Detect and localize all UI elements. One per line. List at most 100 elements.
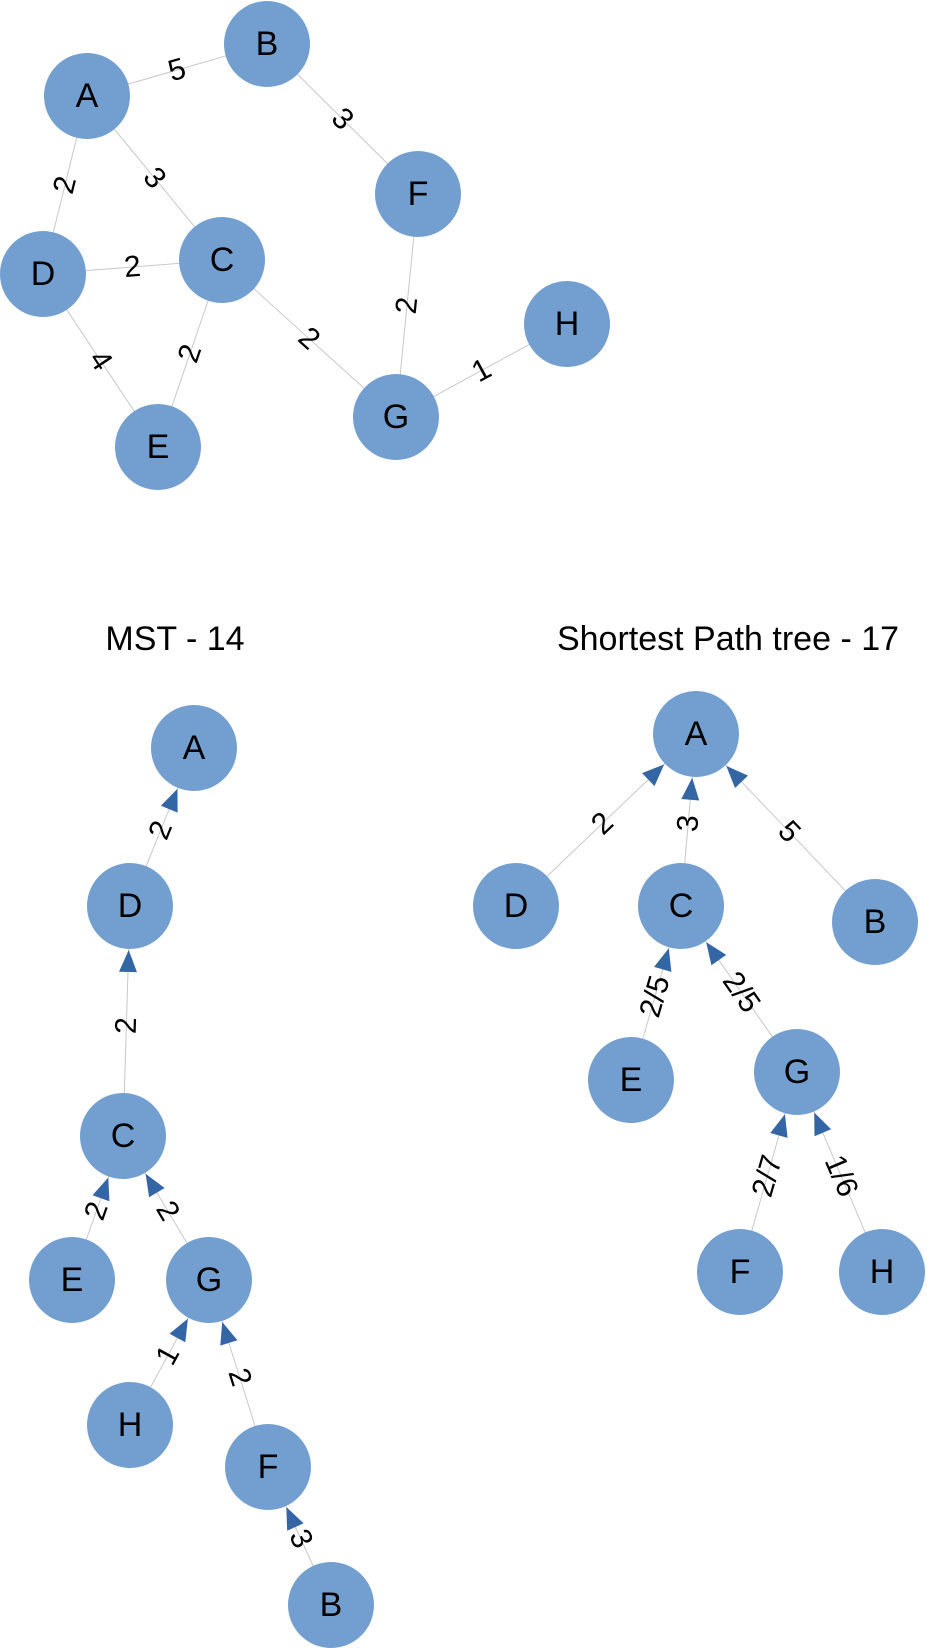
spt-edge-label: 3: [671, 814, 705, 834]
graph-node-circle: [179, 217, 265, 303]
mst-edge-label: 2: [78, 1198, 115, 1225]
graph-edge-label: 2: [172, 340, 209, 366]
mst-edge-label: 2: [110, 1017, 143, 1035]
graph-node-circle: [44, 53, 130, 139]
mst-edge-label: 2: [142, 816, 179, 844]
graph-node-label: A: [76, 77, 99, 115]
graph-node-circle: [115, 404, 201, 490]
graph-edge-label: 2: [390, 296, 424, 316]
spt-title: Shortest Path tree - 17: [557, 620, 899, 658]
mst-node-b: B: [288, 1562, 374, 1648]
mst-node-label: H: [118, 1406, 143, 1444]
spt-node-label: D: [504, 887, 529, 925]
spt-node-circle: [754, 1029, 840, 1115]
mst-node-circle: [87, 1382, 173, 1468]
graph-node-circle: [353, 374, 439, 460]
mst-title: MST - 14: [105, 620, 244, 658]
graph-node-g: G: [353, 374, 439, 460]
spt-arrow-head: [681, 777, 700, 801]
spt-node-label: E: [620, 1061, 643, 1099]
spt-node-circle: [653, 691, 739, 777]
graph-edge-label: 2: [123, 250, 142, 284]
spt-edge-label: 2: [585, 806, 620, 841]
mst-arrow-head: [92, 1177, 110, 1202]
graph-edge-label: 3: [136, 161, 172, 195]
mst-node-h: H: [87, 1382, 173, 1468]
graph-node-circle: [224, 1, 310, 87]
spt-node-circle: [697, 1229, 783, 1315]
graph-edge-label: 1: [466, 352, 496, 389]
graph-node-label: G: [383, 398, 409, 436]
spt-arrow-head: [770, 1114, 788, 1138]
spt-node-label: B: [864, 903, 887, 941]
mst-arrow-head: [286, 1507, 304, 1531]
graph-node-b: B: [224, 1, 310, 87]
spt-node-circle: [638, 863, 724, 949]
spt-node-label: G: [784, 1053, 810, 1091]
graph-node-f: F: [375, 151, 461, 237]
mst-node-circle: [80, 1093, 166, 1179]
spt-node-g: G: [754, 1029, 840, 1115]
spt-edge-label: 2/5: [716, 966, 767, 1019]
mst-node-d: D: [87, 863, 173, 949]
mst-node-label: A: [183, 729, 206, 767]
mst-node-label: B: [320, 1586, 343, 1624]
graph-node-circle: [524, 281, 610, 367]
spt-arrow-head: [642, 764, 665, 787]
mst-node-circle: [288, 1562, 374, 1648]
spt-edge-label: 1/6: [818, 1150, 865, 1201]
mst-arrow-head: [169, 1318, 188, 1343]
mst-arrow-head: [145, 1173, 165, 1198]
graph-node-circle: [0, 231, 86, 317]
spt-node-label: F: [730, 1253, 751, 1291]
mst-node-label: D: [118, 887, 143, 925]
graph-node-c: C: [179, 217, 265, 303]
mst-node-circle: [87, 863, 173, 949]
mst-node-label: F: [258, 1448, 279, 1486]
spt-node-h: H: [839, 1229, 925, 1315]
graph-edge-label: 4: [82, 344, 119, 376]
mst-node-label: G: [196, 1261, 222, 1299]
spt-edge-label: 2/7: [746, 1151, 789, 1200]
spt-edge-b-a: [695, 733, 876, 923]
mst-node-circle: [29, 1237, 115, 1323]
spt-node-f: F: [697, 1229, 783, 1315]
spt-arrow-head: [726, 765, 748, 788]
spt-node-circle: [473, 863, 559, 949]
spt-node-label: A: [685, 715, 708, 753]
spt-node-a: A: [653, 691, 739, 777]
mst-node-label: C: [111, 1117, 136, 1155]
mst-arrow-head: [119, 950, 137, 973]
mst-node-g: G: [166, 1237, 252, 1323]
mst-node-f: F: [225, 1424, 311, 1510]
spt-node-circle: [839, 1229, 925, 1315]
spt-arrow-head: [706, 942, 727, 966]
spt-node-b: B: [832, 879, 918, 965]
spt-node-e: E: [588, 1037, 674, 1123]
mst-edge-label: 2: [149, 1195, 186, 1226]
graph-node-a: A: [44, 53, 130, 139]
graph-node-label: D: [31, 255, 56, 293]
mst-node-e: E: [29, 1237, 115, 1323]
mst-node-label: E: [61, 1261, 84, 1299]
mst-edge-label: 1: [149, 1340, 186, 1370]
graph-node-circle: [375, 151, 461, 237]
mst-node-c: C: [80, 1093, 166, 1179]
spt-node-d: D: [473, 863, 559, 949]
spt-node-circle: [832, 879, 918, 965]
graph-node-label: B: [256, 25, 279, 63]
graph-edge-label: 5: [164, 52, 189, 88]
graph-node-label: C: [210, 241, 235, 279]
spt-node-label: C: [669, 887, 694, 925]
spt-arrow-head: [814, 1112, 832, 1137]
graph-node-d: D: [0, 231, 86, 317]
graph-node-h: H: [524, 281, 610, 367]
spt-node-label: H: [870, 1253, 895, 1291]
mst-node-a: A: [151, 705, 237, 791]
graph-edge-label: 2: [292, 321, 327, 357]
mst-edge-label: 2: [221, 1364, 257, 1390]
mst-arrow-head: [220, 1322, 238, 1346]
graph-node-e: E: [115, 404, 201, 490]
graph-node-label: F: [408, 175, 429, 213]
